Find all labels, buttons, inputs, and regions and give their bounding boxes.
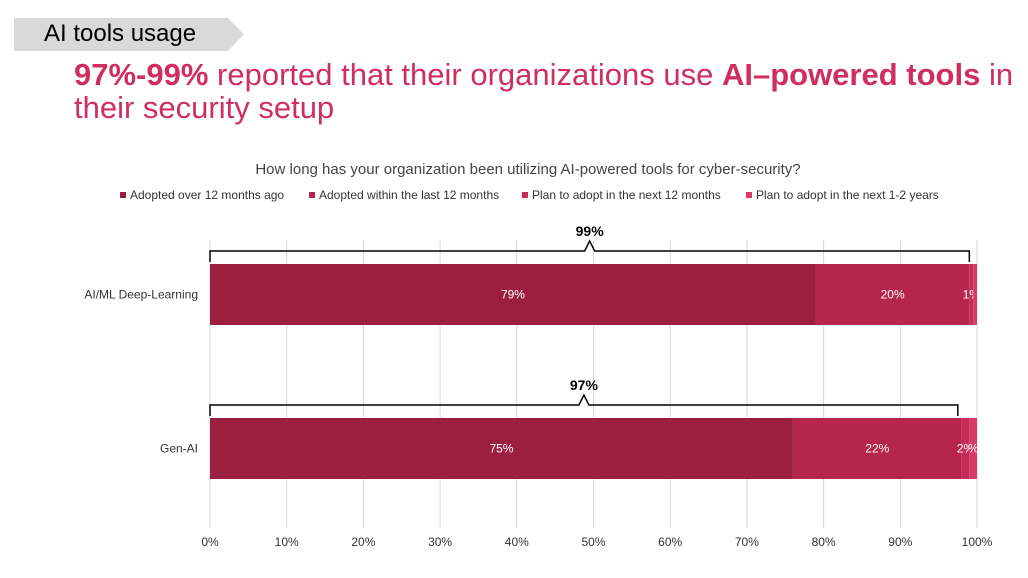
x-tick-label: 40%: [505, 535, 529, 549]
legend-label: Plan to adopt in the next 1-2 years: [756, 188, 939, 202]
category-label: AI/ML Deep-Learning: [84, 288, 198, 302]
legend-label: Plan to adopt in the next 12 months: [532, 188, 721, 202]
x-tick-label: 100%: [962, 535, 993, 549]
x-tick-label: 20%: [351, 535, 375, 549]
headline-text-1: reported that their organizations use: [208, 57, 722, 92]
category-label: Gen-AI: [160, 442, 198, 456]
headline-text-2: in their security setup: [74, 57, 1014, 125]
bar-segment: [969, 418, 977, 479]
data-label: 1%: [963, 288, 981, 302]
x-tick-label: 0%: [201, 535, 219, 549]
chart-brackets: 99% 97%: [209, 223, 971, 416]
legend-swatch: [522, 192, 528, 198]
legend-label: Adopted within the last 12 months: [319, 188, 499, 202]
data-label: 22%: [865, 442, 889, 456]
bar-segment: [792, 418, 962, 479]
legend-label: Adopted over 12 months ago: [130, 188, 284, 202]
bar-segment: [973, 264, 977, 325]
headline: 97%-99% reported that their organization…: [74, 58, 1019, 124]
bracket: [209, 239, 971, 262]
bracket: [209, 393, 959, 416]
x-tick-label: 60%: [658, 535, 682, 549]
bar-segment: [961, 418, 970, 479]
section-tag: AI tools usage: [14, 18, 244, 51]
chart-bars: AI/ML Deep-Learning 79% 20% 1%Gen-AI 75% 22% 2…: [84, 264, 980, 479]
bar-segment: [210, 264, 816, 325]
x-tick-label: 90%: [888, 535, 912, 549]
headline-highlight-range: 97%-99%: [74, 57, 209, 92]
chart-x-ticks: 0% 10% 20% 30% 40% 50% 60% 70% 80% 90% 100%: [201, 535, 992, 549]
x-tick-label: 30%: [428, 535, 452, 549]
data-label: 75%: [489, 442, 513, 456]
bar-segment: [815, 264, 970, 325]
x-tick-label: 10%: [275, 535, 299, 549]
data-label: 20%: [881, 288, 905, 302]
legend-swatch: [120, 192, 126, 198]
headline-highlight-tools: AI–powered tools: [721, 57, 981, 92]
section-tag-label: AI tools usage: [44, 20, 197, 47]
chart-legend: Adopted over 12 months ago Adopted within…: [120, 188, 939, 202]
x-tick-label: 70%: [735, 535, 759, 549]
x-tick-label: 80%: [812, 535, 836, 549]
bar-segment: [969, 264, 974, 325]
data-label: 79%: [501, 288, 525, 302]
bar-segment: [210, 418, 793, 479]
data-label: %: [968, 442, 979, 456]
bracket-label: 97%: [570, 377, 599, 393]
bracket-label: 99%: [576, 223, 605, 239]
chart-title: How long has your organization been util…: [255, 161, 800, 178]
legend-swatch: [746, 192, 752, 198]
x-tick-label: 50%: [581, 535, 605, 549]
legend-swatch: [309, 192, 315, 198]
